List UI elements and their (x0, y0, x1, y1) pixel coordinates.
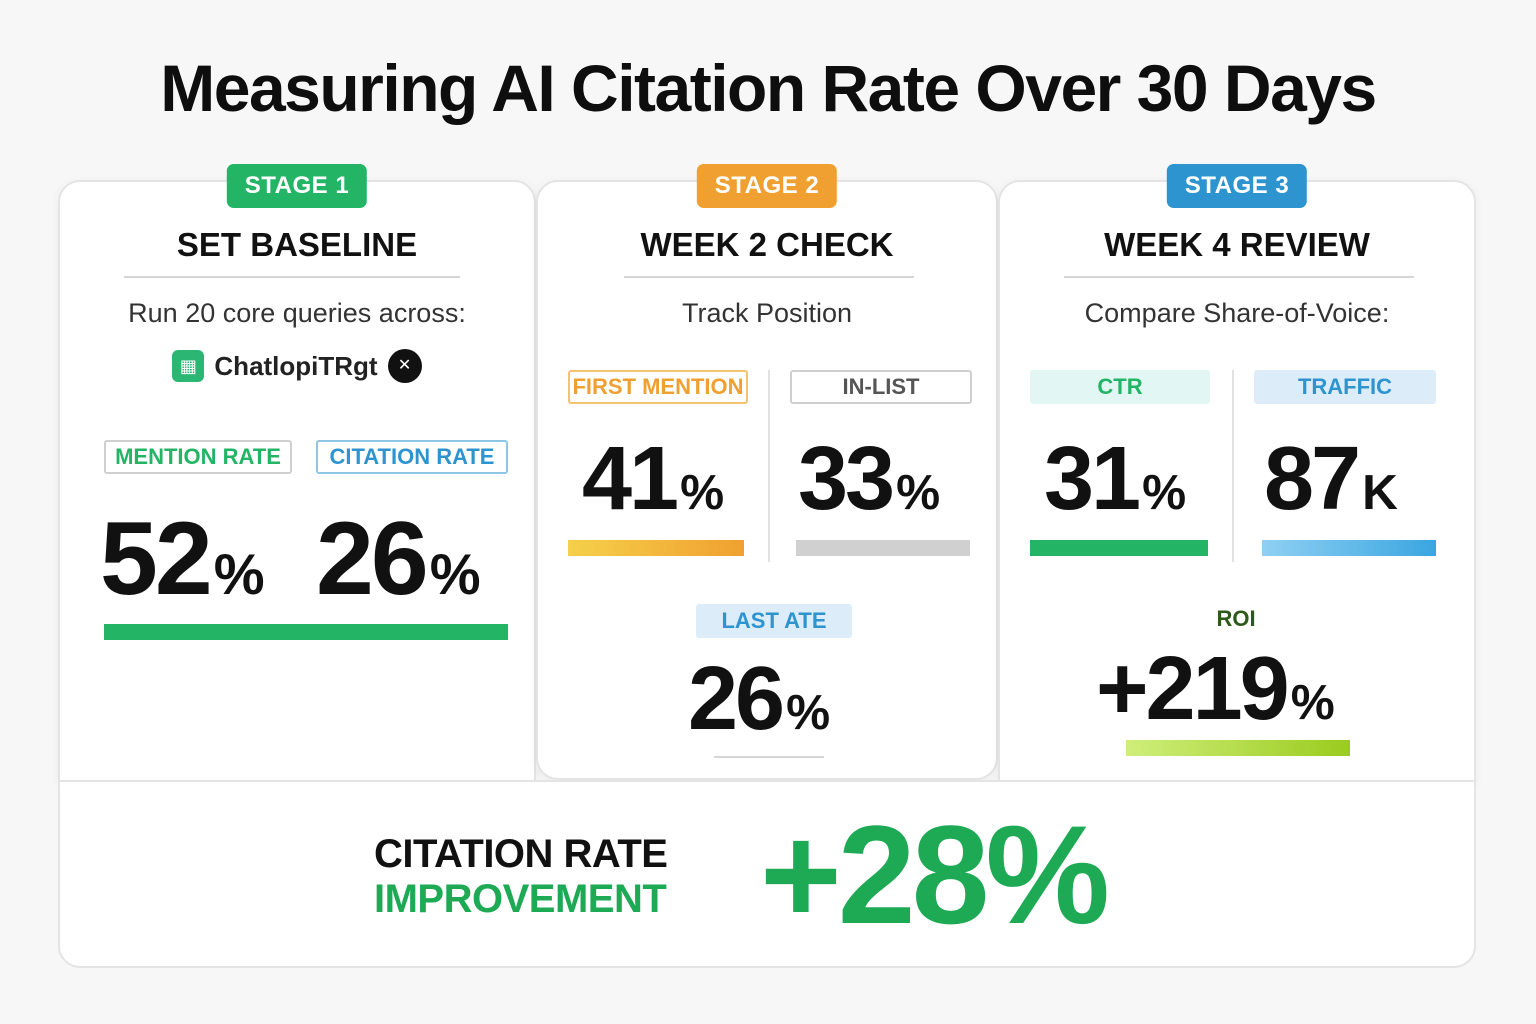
page-title: Measuring AI Citation Rate Over 30 Days (160, 51, 1377, 125)
stage-3-card: STAGE 3 WEEK 4 REVIEW Compare Share-of-V… (998, 164, 1476, 782)
roi-value: +219% (1096, 639, 1335, 739)
ctr-bar (1030, 540, 1208, 556)
stage-2-divider (624, 276, 914, 278)
stage-1-subtitle: Run 20 core queries across: (128, 298, 466, 328)
stage-1-title: SET BASELINE (176, 226, 418, 263)
stage-3-subtitle: Compare Share-of-Voice: (1084, 298, 1390, 328)
stage-2-badge: STAGE 2 (696, 164, 838, 208)
stage-1-card: STAGE 1 SET BASELINE Run 20 core queries… (58, 164, 536, 782)
citation-rate-value: 26% (316, 501, 481, 617)
last-rate-label: LAST ATE (696, 604, 852, 638)
in-list-bar (796, 540, 970, 556)
roi-bar (1126, 740, 1350, 756)
stage-2-subtitle: Track Position (681, 298, 853, 328)
stage-3-divider (1064, 276, 1414, 278)
baseline-bar (104, 624, 508, 640)
last-rate-value: 26% (688, 649, 831, 749)
stage-1-badge: STAGE 1 (226, 164, 368, 208)
first-mention-bar (568, 540, 744, 556)
stage-1-divider (124, 276, 460, 278)
in-list-label: IN-LIST (790, 370, 972, 404)
stage-2-card: STAGE 2 WEEK 2 CHECK Track Position FIRS… (536, 164, 998, 780)
roi-label: ROI (1216, 606, 1256, 631)
traffic-label: TRAFFIC (1254, 370, 1436, 404)
summary-line-2: IMPROVEMENT (374, 877, 667, 921)
first-mention-label: FIRST MENTION (568, 370, 748, 404)
logo-text: ChatlopiTRgt (214, 350, 378, 381)
ctr-value: 31% (1044, 429, 1187, 529)
ai-logo-icon: ✕ (387, 349, 422, 383)
stage-3-badge: STAGE 3 (1166, 164, 1308, 208)
first-mention-value: 41% (582, 429, 725, 529)
stage-3-title: WEEK 4 REVIEW (1104, 226, 1370, 263)
mention-rate-label: MENTION RATE (104, 440, 292, 474)
stage-2-title: WEEK 2 CHECK (640, 226, 894, 263)
traffic-bar (1262, 540, 1436, 556)
summary-value: +28% (760, 796, 1110, 953)
stage-2-separator (768, 370, 770, 562)
ai-logos: ▦ ChatlopiTRgt ✕ (60, 349, 534, 383)
ctr-label: CTR (1030, 370, 1210, 404)
traffic-value: 87K (1264, 429, 1398, 529)
chat-logo-icon: ▦ (172, 350, 205, 382)
citation-rate-label: CITATION RATE (316, 440, 508, 474)
summary-line-1: CITATION RATE (374, 832, 668, 876)
stage-3-separator (1232, 370, 1234, 562)
mention-rate-value: 52% (100, 501, 265, 617)
last-rate-underline (714, 756, 824, 758)
summary-panel: CITATION RATE IMPROVEMENT +28% (58, 780, 1476, 968)
in-list-value: 33% (798, 429, 941, 529)
